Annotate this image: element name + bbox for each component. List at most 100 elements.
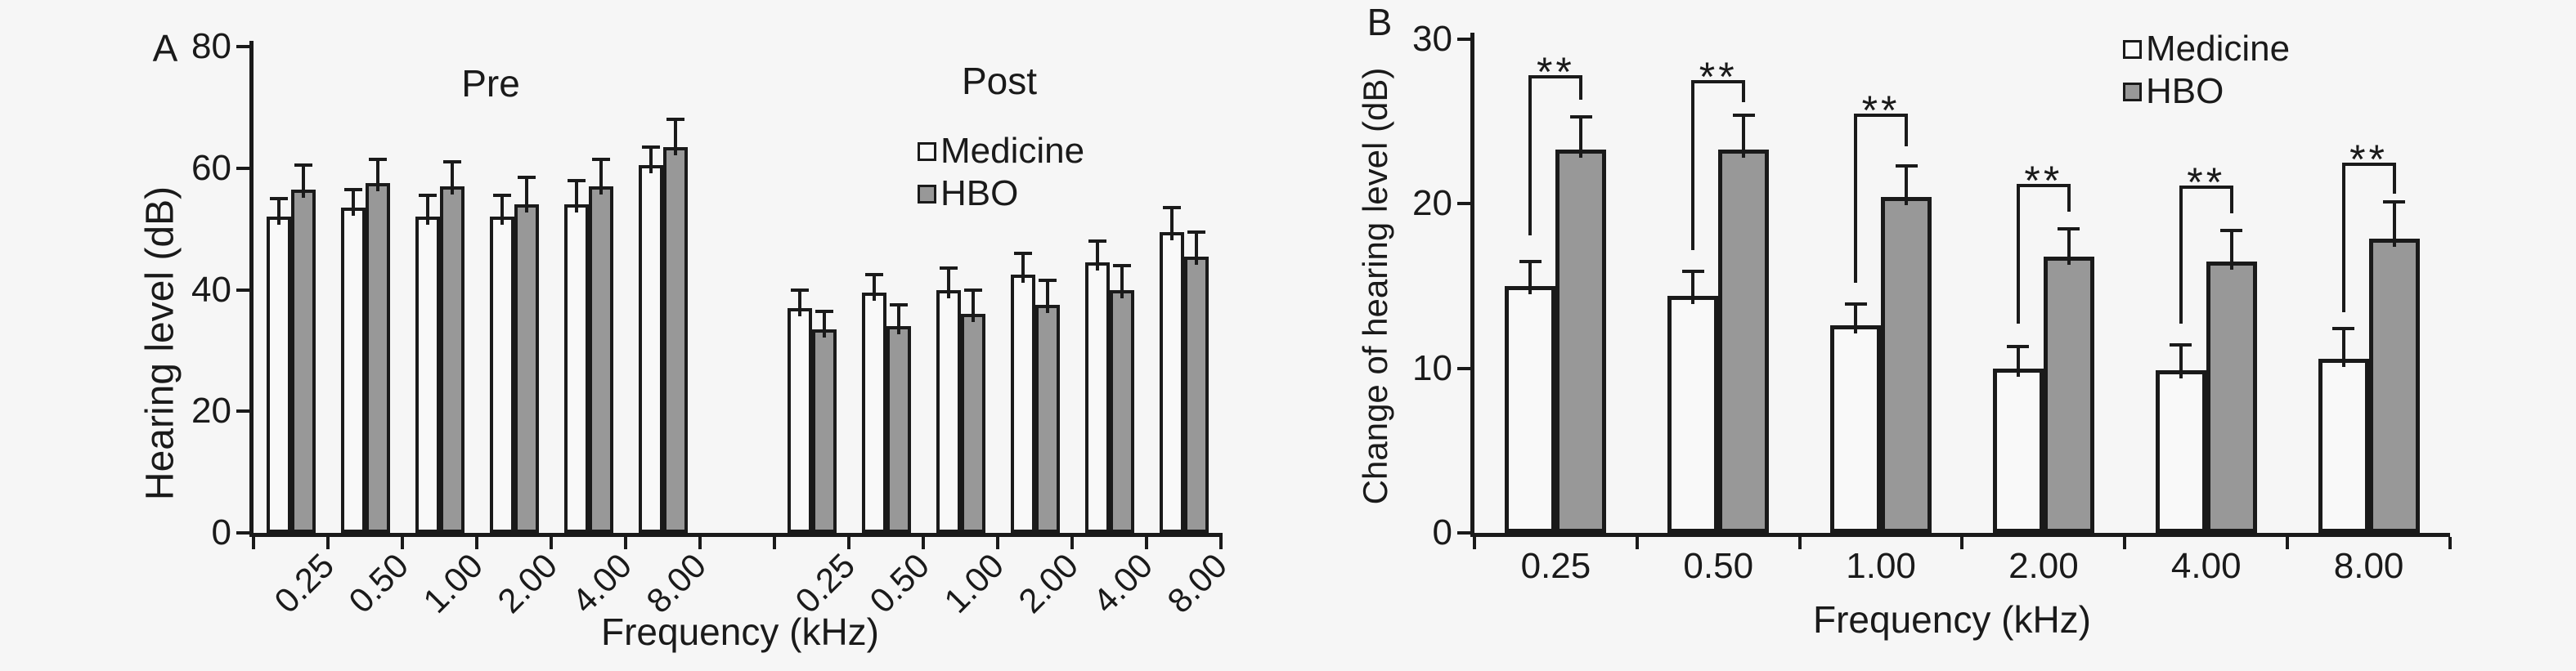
panel-b-legend: Medicine HBO [2123,28,2290,113]
error-bar [1528,261,1533,294]
y-tick [236,409,249,414]
significance-label: ** [1699,54,1738,101]
x-tick [996,537,999,549]
bar-medicine-8.00 [1159,231,1184,533]
bar-medicine-1.00 [1830,325,1882,533]
bar-medicine-4.00 [2155,369,2206,533]
x-tick-label: 2.00 [489,546,564,621]
bar-medicine-2.00 [1992,368,2044,533]
error-bar-cap [1013,251,1032,255]
significance-bracket-left-leg [1854,114,1858,283]
x-tick-label: 0.25 [266,546,341,621]
error-bar [1194,231,1198,265]
x-tick [1219,537,1223,549]
x-axis-line [1470,533,2450,537]
error-bar [425,195,429,226]
y-tick-label: 20 [1412,183,1452,224]
significance-bracket-bar [1528,75,1583,79]
bar-hbo-8.00 [662,146,688,533]
panel-a-y-axis-title: Hearing level (dB) [138,186,182,501]
y-axis-line [1470,33,1474,537]
error-bar [946,268,950,298]
x-tick [1960,537,1964,549]
error-bar-cap [1732,113,1755,117]
y-tick [236,531,249,535]
error-bar-cap [864,272,883,276]
significance-bracket-left-leg [2341,164,2345,313]
error-bar-cap [1112,263,1131,267]
legend-label-medicine: Medicine [940,131,1085,171]
error-bar-cap [666,118,684,122]
error-bar [276,198,280,226]
legend-item-hbo: HBO [918,172,1084,215]
y-tick [1457,202,1470,206]
error-bar-cap [790,288,809,292]
error-bar-cap [939,266,958,271]
y-tick [1457,38,1470,41]
x-tick-label: 1.00 [415,546,490,621]
error-bar [351,189,355,217]
panel-a-label: A [152,27,178,69]
error-bar [2392,202,2396,247]
error-bar [500,195,504,226]
error-bar [574,180,578,213]
error-bar-cap [1038,279,1057,283]
error-bar [822,311,826,338]
error-bar-cap [1187,230,1205,234]
y-tick [1457,531,1470,535]
bar-hbo-1.00 [960,314,985,533]
x-tick [773,537,776,549]
significance-bracket-bar [1854,113,1909,117]
y-tick-label: 60 [191,147,231,188]
error-bar-cap [1895,164,1918,168]
significance-label: ** [2349,136,2389,182]
error-bar-cap [343,187,362,191]
significance-bracket-right-leg [1742,82,1746,102]
x-tick [475,537,478,549]
significance-label: ** [1536,49,1575,96]
panel-b-x-axis-title: Frequency (kHz) [1813,598,2091,641]
legend-label-medicine: Medicine [2146,29,2291,69]
x-tick-label: 4.00 [1084,546,1160,621]
error-bar [599,159,603,195]
error-bar-cap [2007,345,2030,349]
x-tick-label: 1.00 [1846,546,1916,586]
y-tick [1457,366,1470,370]
bar-medicine-1.00 [415,217,440,533]
x-tick [2448,537,2452,549]
x-tick-label: 2.00 [2008,546,2079,586]
x-tick [1473,537,1476,549]
y-tick-label: 40 [191,269,231,310]
error-bar [1854,304,1858,334]
panel-b-label: B [1367,1,1393,43]
error-bar [1045,280,1049,314]
x-tick-label: 2.00 [1010,546,1085,621]
error-bar-cap [442,160,461,164]
x-tick [252,537,255,549]
error-bar [375,159,379,192]
error-bar [1579,116,1583,158]
error-bar [2067,228,2071,265]
error-bar-cap [591,157,610,161]
bar-medicine-1.00 [936,289,961,533]
bar-hbo-0.50 [886,326,911,533]
significance-bracket-left-leg [2179,187,2183,324]
legend-item-medicine: Medicine [2123,28,2290,70]
y-tick-label: 0 [211,512,231,552]
x-tick-label: 0.50 [340,546,415,621]
significance-bracket-left-leg [1528,77,1533,235]
bar-medicine-8.00 [2318,358,2369,533]
error-bar-cap [1844,302,1867,306]
x-tick-label: 0.25 [1520,546,1591,586]
error-bar-cap [889,303,908,307]
group-label-post: Post [961,60,1038,102]
error-bar-cap [294,163,312,168]
x-tick [1635,537,1639,549]
y-tick-label: 20 [191,391,231,432]
legend-item-medicine: Medicine [918,130,1084,172]
error-bar-cap [1569,114,1592,119]
x-tick [1145,537,1148,549]
significance-bracket-bar [1691,80,1746,84]
error-bar [1742,114,1746,158]
significance-label: ** [1861,87,1901,133]
